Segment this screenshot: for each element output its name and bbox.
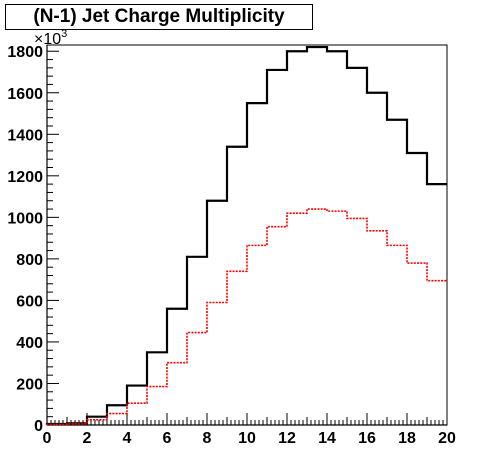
y-tick-label: 200 (16, 376, 43, 393)
x-tick-label: 6 (163, 430, 172, 447)
y-tick-label: 1000 (7, 210, 43, 227)
chart-title: (N-1) Jet Charge Multiplicity (33, 6, 285, 27)
y-tick-label: 1200 (7, 169, 43, 186)
x-tick-label: 2 (83, 430, 92, 447)
y-tick-label: 600 (16, 293, 43, 310)
y-tick-label: 1600 (7, 86, 43, 103)
x-tick-label: 0 (43, 430, 52, 447)
x-tick-label: 12 (278, 430, 296, 447)
series-layer (45, 45, 447, 426)
x-tick-label: 18 (398, 430, 416, 447)
y-axis: 0 200 400 600 800 1000 1200 1400 1600 1800 (7, 44, 59, 435)
x-tick-label: 8 (203, 430, 212, 447)
x-tick-label: 14 (318, 430, 336, 447)
y-tick-label: 0 (34, 418, 43, 435)
y-tick-label: 800 (16, 252, 43, 269)
y-tick-label: 1400 (7, 127, 43, 144)
y-axis-multiplier: ×103 (34, 28, 67, 48)
x-tick-label: 16 (358, 430, 376, 447)
red-dotted-histogram-series (46, 208, 447, 426)
black-histogram-series (45, 45, 447, 426)
chart-title-box: (N-1) Jet Charge Multiplicity (5, 4, 313, 30)
x-tick-label: 4 (123, 430, 132, 447)
y-tick-label: 400 (16, 335, 43, 352)
x-tick-label: 20 (438, 430, 456, 447)
x-tick-label: 10 (238, 430, 256, 447)
y-tick-label: 1800 (7, 44, 43, 61)
